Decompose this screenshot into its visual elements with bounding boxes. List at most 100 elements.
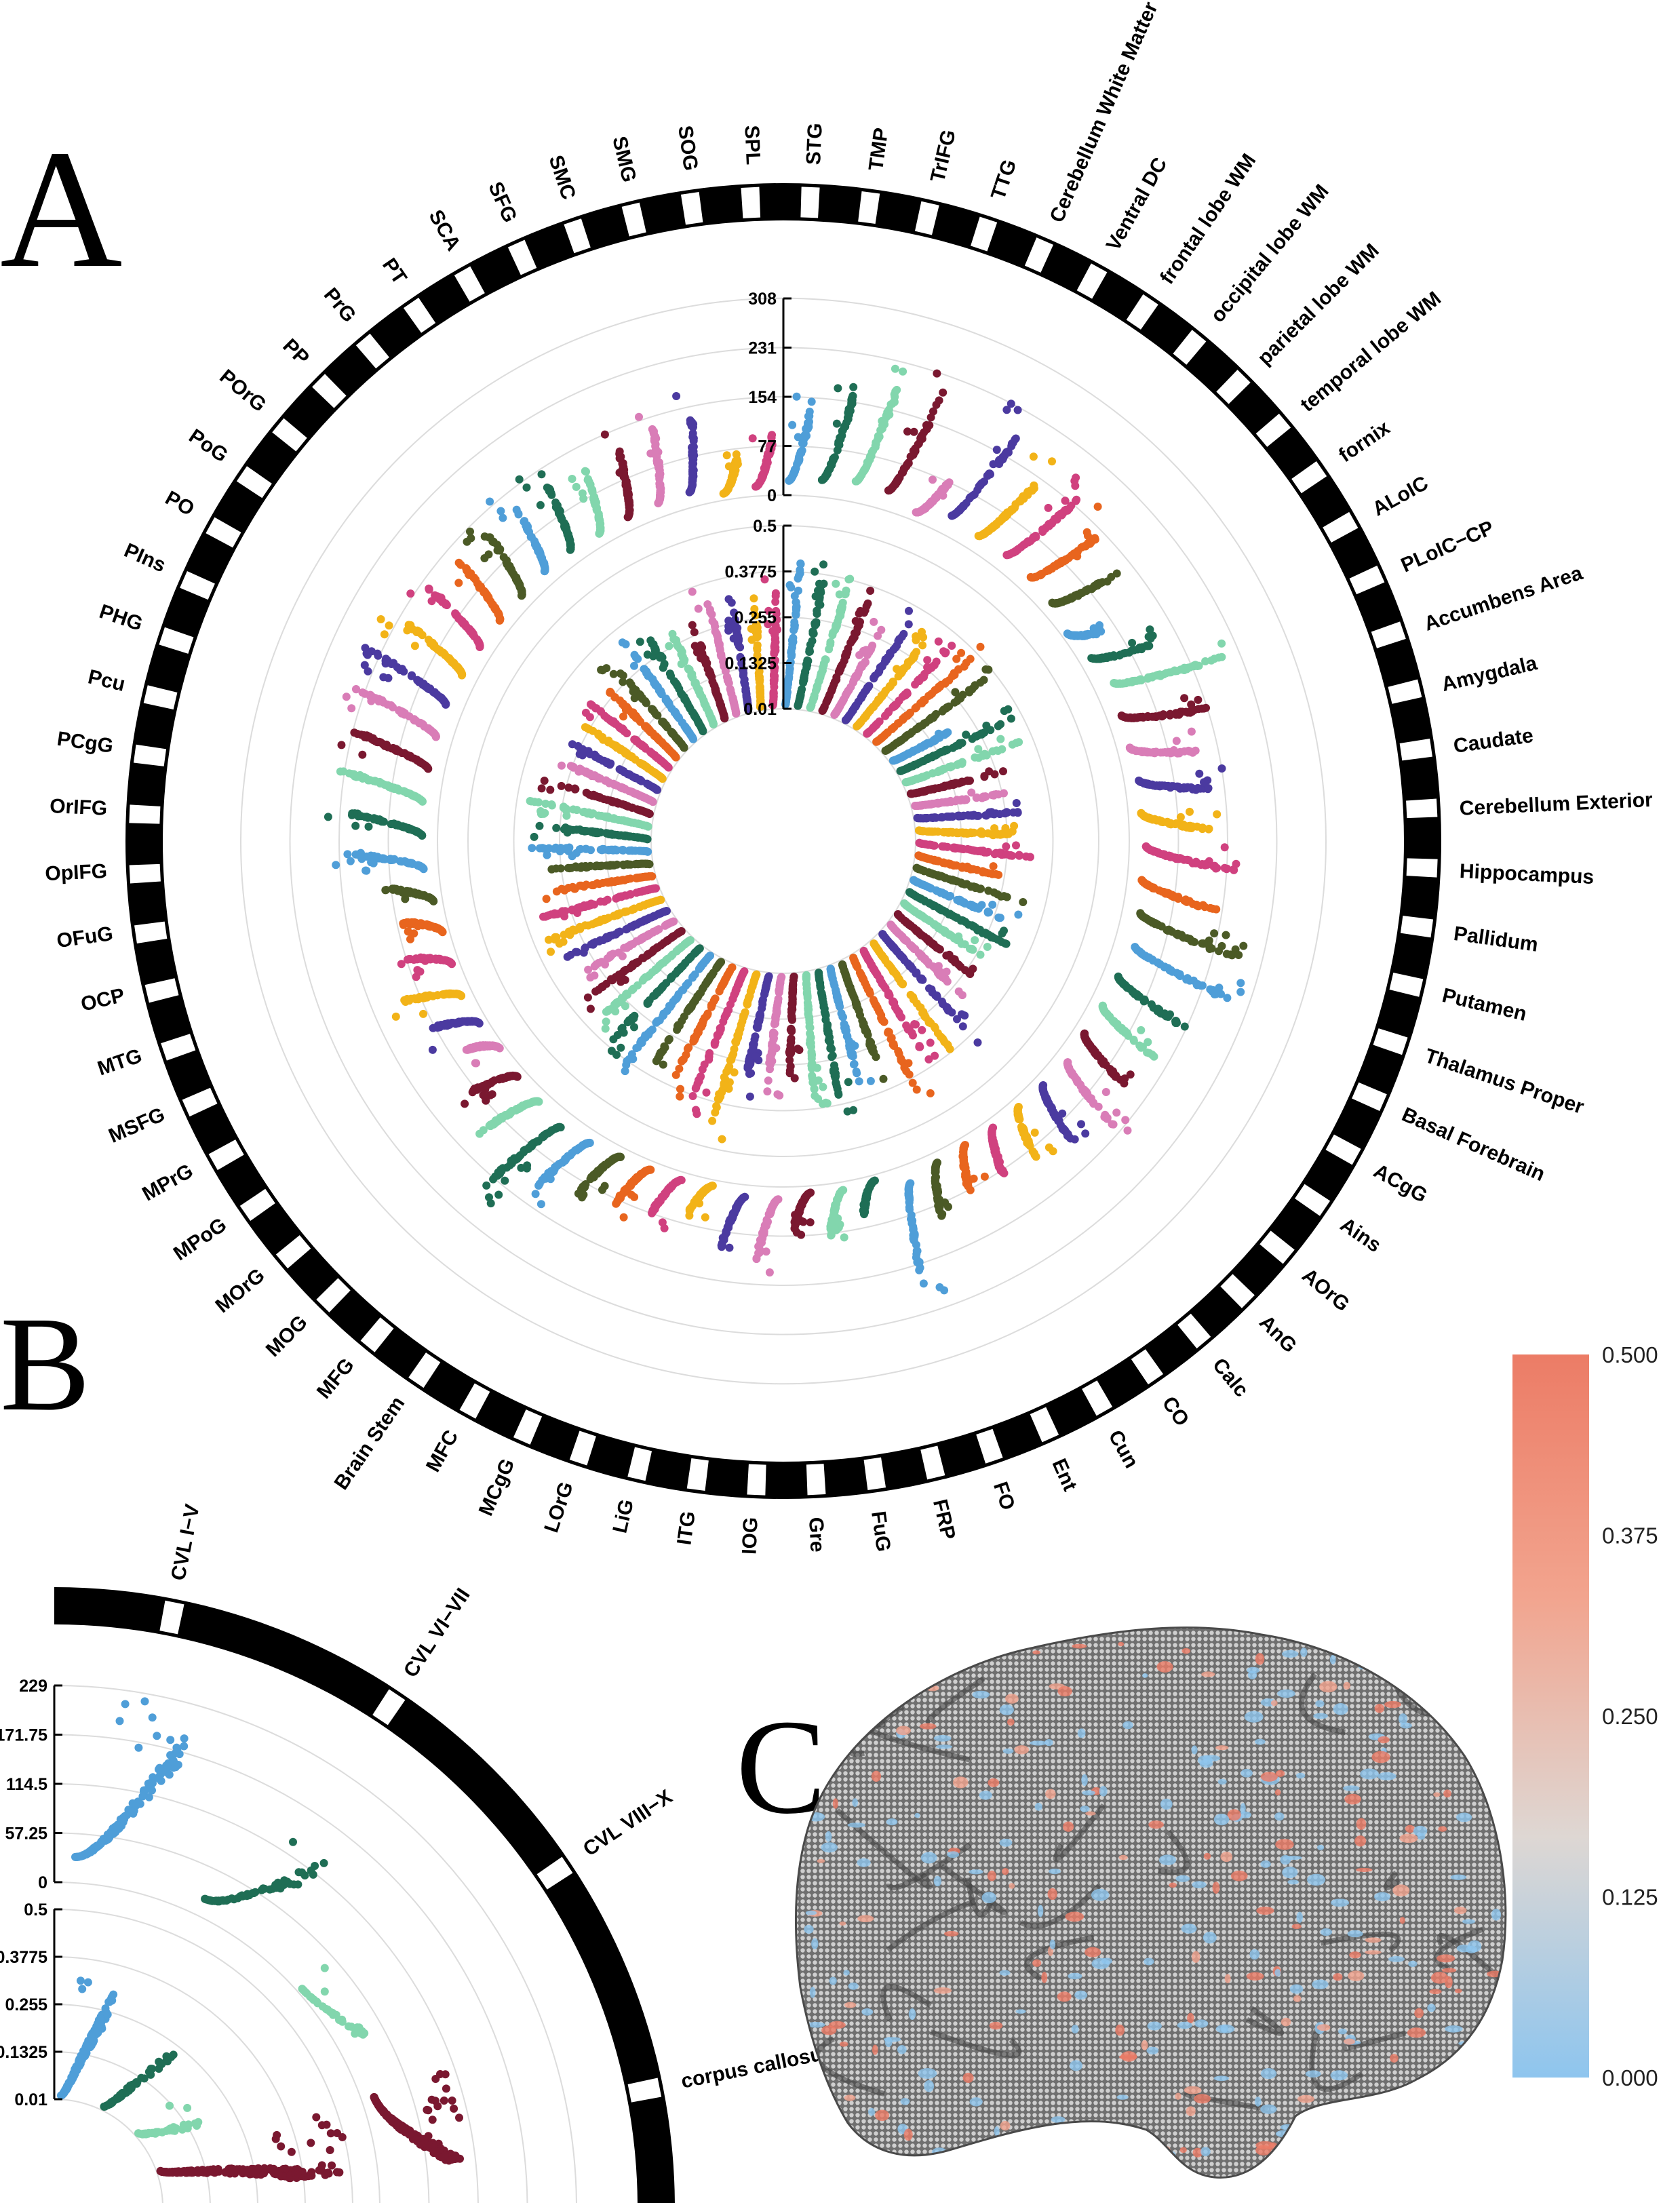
- data-point-inner: [977, 730, 986, 739]
- data-point-outer: [792, 1213, 801, 1222]
- data-point-inner: [905, 606, 913, 615]
- data-point-outer: [931, 492, 940, 501]
- data-point-inner: [874, 736, 883, 745]
- data-point-inner: [955, 828, 964, 837]
- data-point-outer: [907, 1217, 916, 1226]
- data-point-inner: [954, 665, 963, 674]
- data-point-outer: [903, 461, 912, 469]
- data-point-inner: [863, 986, 872, 994]
- region-ring-marker: [1173, 330, 1207, 365]
- data-point-inner: [899, 935, 908, 943]
- region-ring-marker: [1082, 1380, 1113, 1416]
- data-point-inner: [849, 1106, 858, 1114]
- region-ring-marker: [275, 1235, 311, 1269]
- region-ring-marker: [569, 1430, 596, 1466]
- data-point-inner: [857, 661, 866, 669]
- data-point-outer: [1032, 1152, 1040, 1161]
- data-point-inner: [865, 958, 874, 967]
- data-point-inner: [1002, 939, 1011, 948]
- data-point-outer: [1175, 710, 1184, 719]
- data-point-outer: [1163, 889, 1171, 897]
- data-point-inner: [836, 611, 844, 620]
- data-point-inner: [875, 717, 884, 726]
- data-point-outer: [959, 1157, 968, 1166]
- data-point-inner: [826, 1044, 835, 1053]
- data-point-inner: [856, 718, 864, 727]
- data-point-outer: [878, 416, 886, 425]
- data-point-inner: [851, 703, 859, 711]
- data-point-inner: [893, 739, 901, 747]
- data-point-outer: [1220, 863, 1229, 872]
- data-point-outer: [885, 410, 894, 419]
- data-point-inner: [786, 1026, 795, 1034]
- data-point-inner: [795, 697, 804, 706]
- data-point-outer: [1163, 817, 1171, 826]
- data-point-inner: [857, 972, 866, 981]
- data-point-inner: [885, 939, 894, 948]
- data-point-outer: [996, 455, 1004, 464]
- region-ring-marker: [1399, 738, 1432, 761]
- data-point-inner: [935, 682, 944, 691]
- region-ring-marker: [680, 192, 703, 225]
- data-point-inner: [897, 1056, 905, 1065]
- data-point-outer: [799, 1217, 808, 1226]
- region-ring-marker: [800, 187, 820, 218]
- data-point-inner: [924, 666, 933, 675]
- data-point-inner: [852, 999, 861, 1008]
- outer-gridline: [240, 298, 1327, 1384]
- data-point-outer: [1183, 974, 1192, 983]
- data-point-inner: [902, 732, 911, 741]
- data-point-inner: [832, 579, 840, 588]
- data-point-inner: [832, 621, 841, 630]
- data-point-outer: [1093, 503, 1102, 511]
- data-point-outer: [1137, 778, 1146, 787]
- data-point-inner: [860, 688, 869, 697]
- data-point-inner: [863, 729, 872, 738]
- data-point-inner: [826, 964, 835, 973]
- data-point-outer: [909, 1225, 918, 1234]
- data-point-inner: [918, 641, 927, 650]
- data-point-inner: [902, 1067, 911, 1076]
- data-point-inner: [814, 1076, 823, 1085]
- data-point-outer: [1137, 1026, 1146, 1034]
- data-point-outer: [1155, 711, 1164, 720]
- data-point-inner: [830, 981, 839, 990]
- region-ring-marker: [159, 627, 194, 654]
- data-point-inner: [853, 961, 861, 970]
- data-point-outer: [935, 1283, 944, 1291]
- data-point-outer: [825, 464, 834, 473]
- data-point-inner: [1019, 898, 1028, 906]
- data-point-inner: [776, 976, 785, 985]
- data-point-outer: [1107, 1068, 1116, 1076]
- inner-gridline: [513, 570, 1054, 1112]
- region-ring-marker: [1406, 858, 1438, 878]
- data-point-inner: [911, 925, 920, 934]
- data-point-outer: [867, 448, 876, 456]
- data-point-outer: [1198, 901, 1207, 910]
- data-point-inner: [892, 756, 901, 764]
- data-point-inner: [988, 900, 997, 909]
- data-point-inner: [915, 838, 924, 847]
- data-point-inner: [1010, 821, 1019, 830]
- data-point-outer: [1210, 655, 1219, 663]
- data-point-inner: [943, 1040, 952, 1049]
- data-point-outer: [1048, 457, 1056, 466]
- region-ring-marker: [806, 1464, 826, 1496]
- data-point-inner: [775, 984, 784, 993]
- data-point-outer: [807, 397, 816, 406]
- data-point-inner: [941, 728, 950, 737]
- data-point-outer: [1121, 1116, 1130, 1125]
- region-ring-marker: [1126, 294, 1158, 330]
- data-point-inner: [787, 643, 796, 652]
- data-point-outer: [933, 369, 941, 378]
- data-point-inner: [922, 740, 931, 749]
- data-point-inner: [1000, 927, 1008, 935]
- inner-gridline: [604, 662, 962, 1020]
- data-point-inner: [953, 697, 962, 705]
- region-ring-marker: [161, 1034, 196, 1061]
- data-point-inner: [1002, 842, 1011, 851]
- data-point-inner: [996, 735, 1005, 743]
- data-point-inner: [855, 1007, 863, 1015]
- data-point-inner: [878, 1015, 887, 1024]
